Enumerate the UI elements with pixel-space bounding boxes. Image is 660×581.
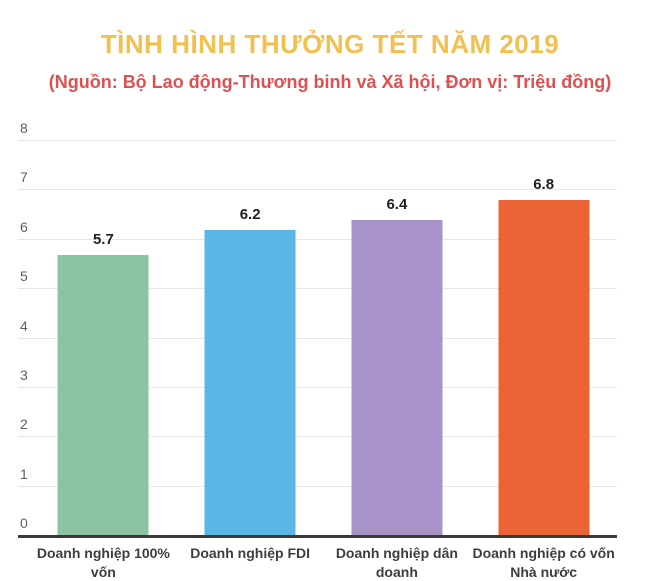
x-axis-label: Doanh nghiệp FDI	[190, 545, 310, 561]
y-tick-label: 6	[20, 218, 28, 235]
bar	[57, 254, 149, 536]
x-axis-label: Doanh nghiệp có vốn Nhà nước	[472, 545, 615, 580]
gridline	[18, 238, 617, 240]
x-axis-line	[18, 535, 617, 538]
bar-value-label: 6.2	[239, 205, 261, 223]
bar	[498, 200, 590, 536]
bar	[351, 220, 443, 536]
chart-title: TÌNH HÌNH THƯỞNG TẾT NĂM 2019	[100, 29, 560, 59]
gridline	[18, 436, 617, 438]
gridline	[18, 337, 617, 339]
y-tick-label: 4	[20, 317, 28, 334]
plot-area: 0 1 2 3 4 5 6 7 8 5.7 6.2 6.4 6.8	[18, 121, 617, 538]
gridline	[18, 140, 617, 141]
x-axis-label: Doanh nghiệp dân doanh	[335, 545, 458, 580]
y-tick-label: 2	[20, 416, 28, 433]
bar-slot: 6.4	[324, 141, 471, 536]
y-tick-label: 3	[20, 366, 28, 383]
bar-value-label: 5.7	[92, 230, 114, 248]
gridline	[18, 189, 617, 191]
bars-row: 5.7 6.2 6.4 6.8	[30, 141, 617, 536]
gridline	[18, 386, 617, 388]
y-tick-label: 0	[20, 515, 28, 531]
bar-value-label: 6.8	[533, 176, 555, 194]
bar-slot: 6.2	[177, 141, 324, 536]
y-tick-label: 1	[20, 465, 28, 482]
bar	[204, 229, 296, 536]
gridline	[18, 485, 617, 487]
gridline	[18, 288, 617, 290]
y-tick-label: 7	[20, 169, 28, 186]
y-tick-label: 8	[20, 120, 28, 136]
chart-subtitle: (Nguồn: Bộ Lao động-Thương binh và Xã hộ…	[48, 72, 612, 92]
y-tick-label: 5	[20, 268, 28, 285]
bar-slot: 5.7	[30, 141, 177, 536]
bar-slot: 6.8	[470, 141, 617, 536]
bar-value-label: 6.4	[386, 196, 408, 213]
